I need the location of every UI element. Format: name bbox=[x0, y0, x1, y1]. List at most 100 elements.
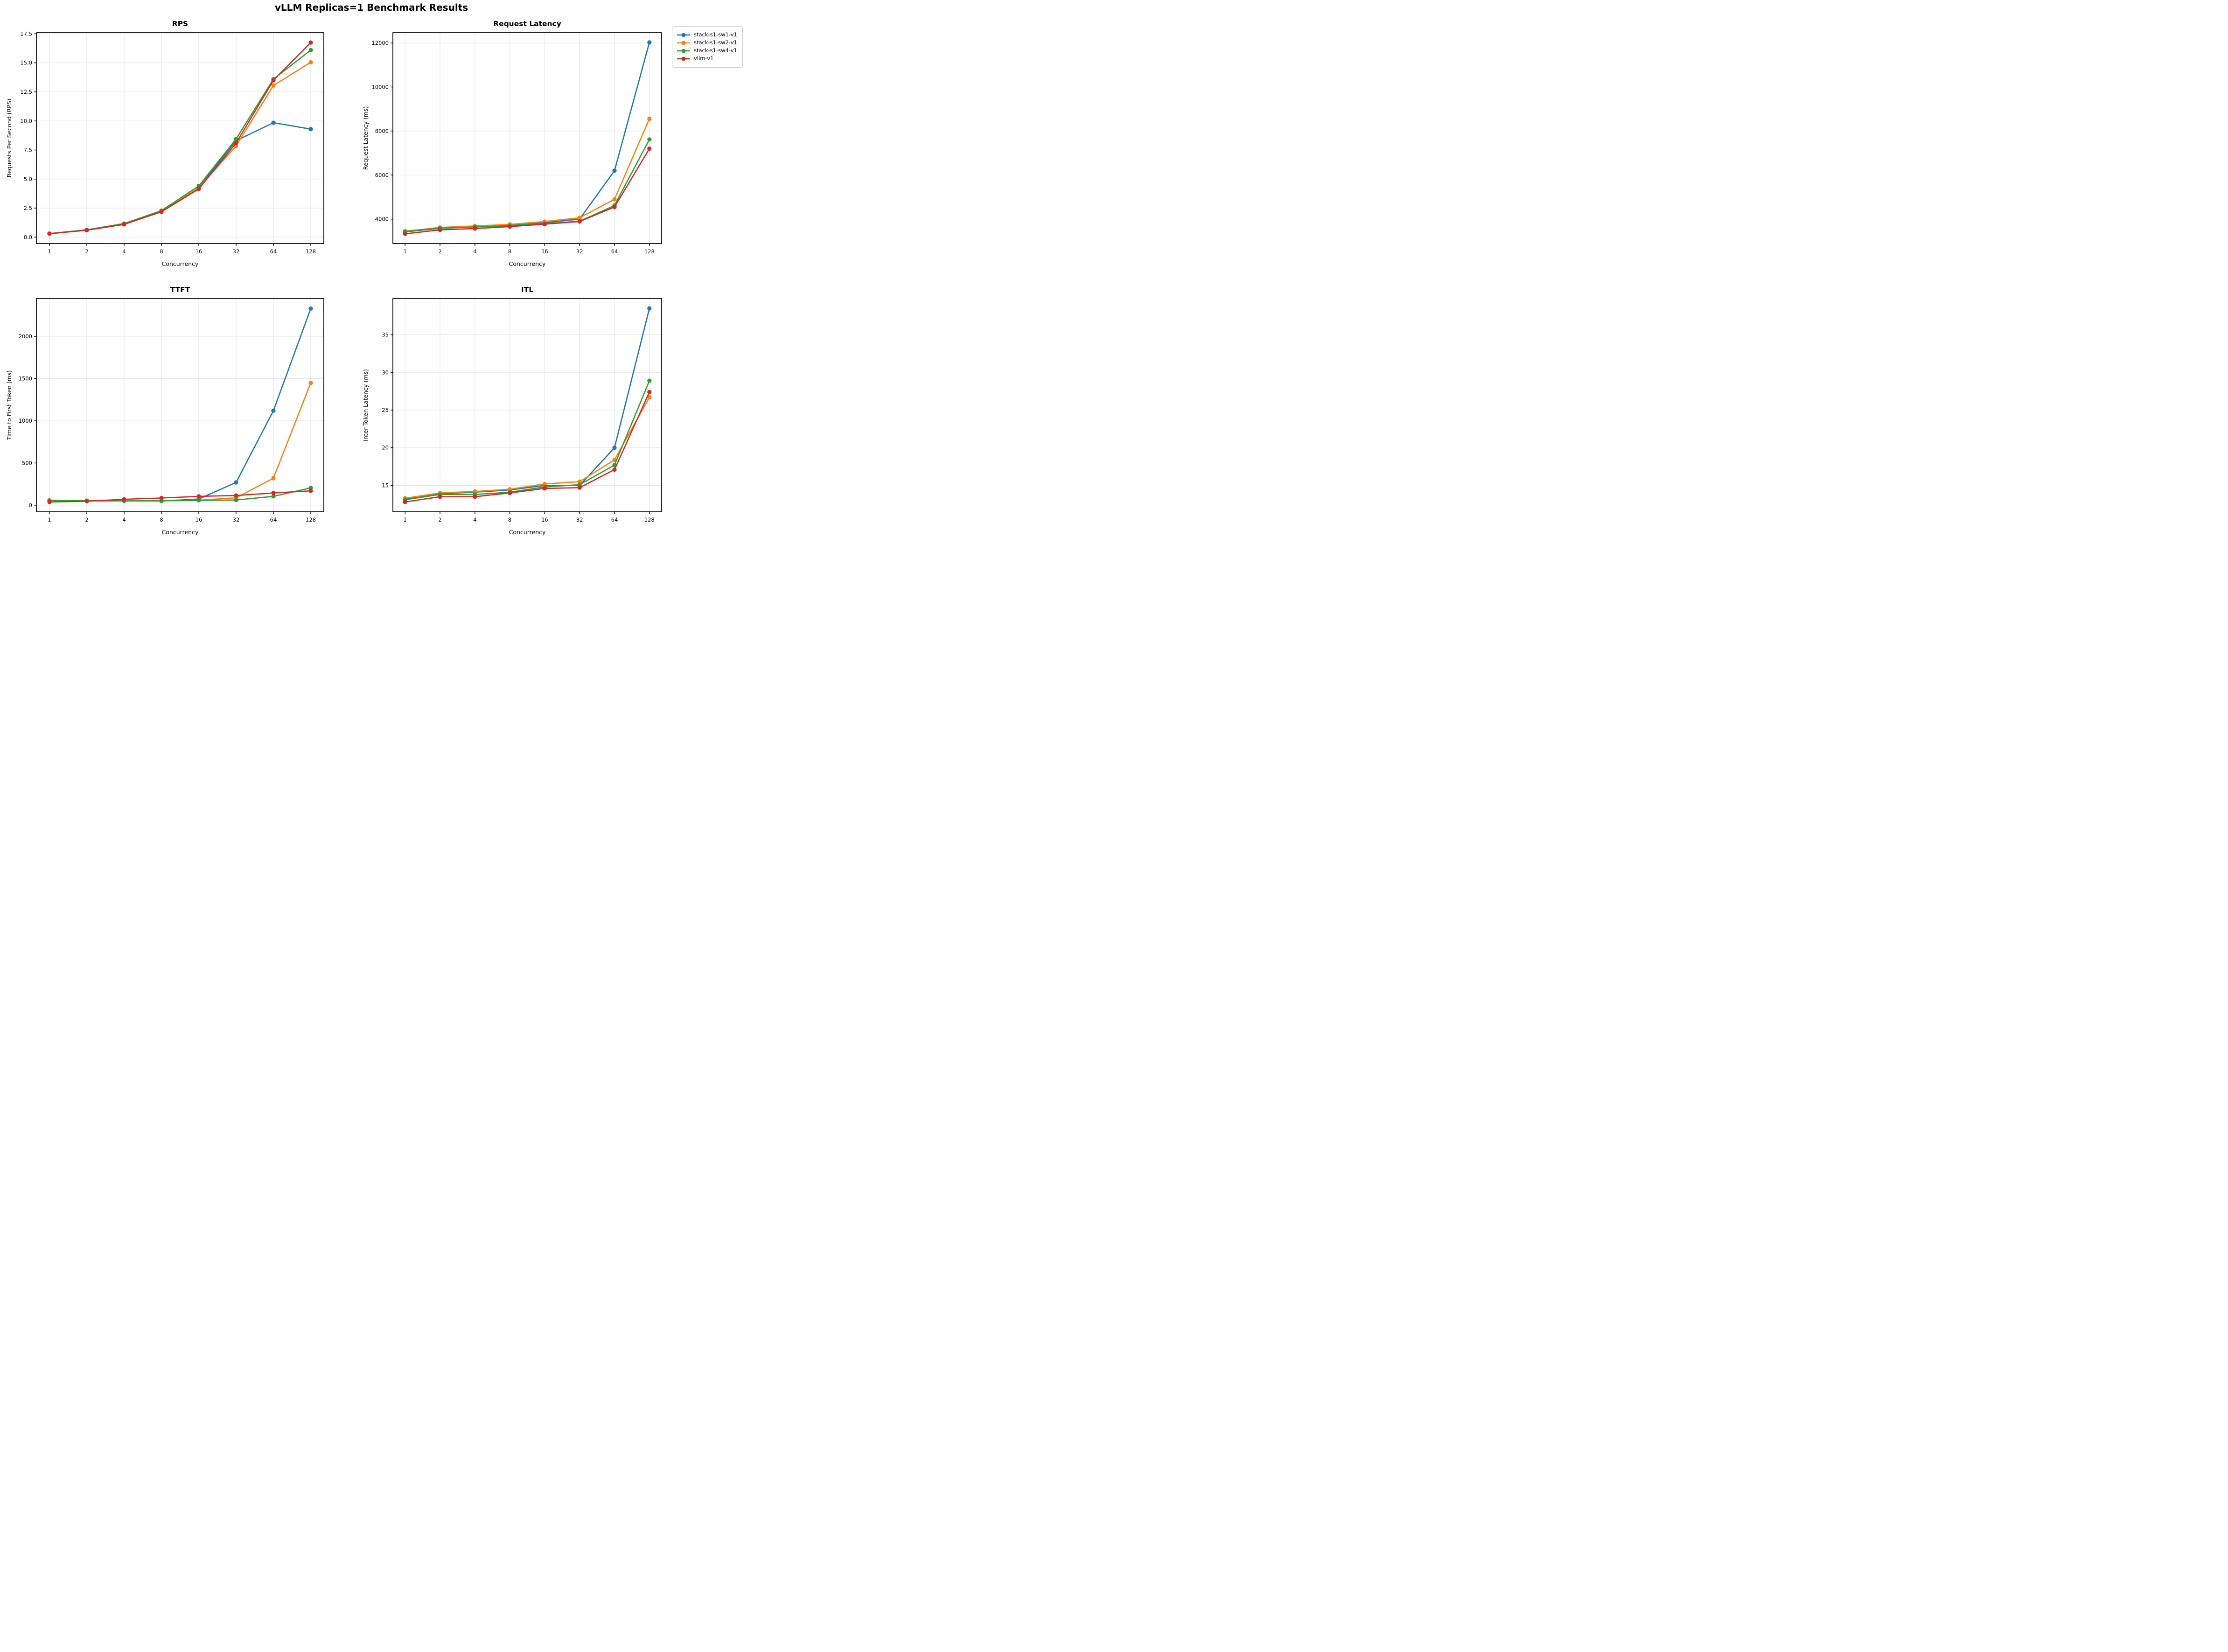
ttft-point-vllm-v1-8 bbox=[159, 495, 164, 501]
chart-ttft: 1 2 4 8 16 32 64 128 0 500 1000 1500 2000 TTFT Concurr… bbox=[4, 281, 330, 544]
ttft-ytick-500: 500 bbox=[22, 460, 32, 466]
rps-xlabel: Concurrency bbox=[162, 260, 199, 267]
latency-title: Request Latency bbox=[493, 20, 561, 28]
rps-ytick-10.0: 10.0 bbox=[20, 118, 32, 124]
latency-point-vllm-v1-16 bbox=[542, 222, 547, 227]
ttft-ylabel: Time to First Token (ms) bbox=[6, 370, 13, 440]
ttft-point-stack-s1-sw1-v1-64 bbox=[271, 408, 276, 413]
rps-ytick-15.0: 15.0 bbox=[20, 60, 32, 66]
latency-point-vllm-v1-2 bbox=[438, 228, 442, 232]
latency-ticks: 1 2 4 8 16 32 64 128 4000 6000 8000 10000 12000 bbox=[371, 40, 654, 255]
rps-ytick-12.5: 12.5 bbox=[20, 89, 32, 95]
rps-ytick-5.0: 5.0 bbox=[24, 176, 32, 182]
latency-xtick-16: 16 bbox=[541, 248, 548, 255]
itl-point-vllm-v1-128 bbox=[647, 390, 652, 394]
latency-point-stack-s1-sw1-v1-128 bbox=[647, 40, 652, 45]
latency-xlabel: Concurrency bbox=[509, 260, 546, 267]
ttft-ticks: 1 2 4 8 16 32 64 128 0 500 1000 1500 2000 bbox=[19, 333, 316, 523]
rps-xtick-1: 1 bbox=[48, 248, 51, 255]
ttft-point-vllm-v1-16 bbox=[196, 494, 201, 499]
itl-series-vllm-v1 bbox=[403, 390, 652, 504]
ttft-title: TTFT bbox=[170, 286, 190, 294]
ttft-point-stack-s1-sw4-v1-16 bbox=[196, 498, 201, 502]
itl-xtick-16: 16 bbox=[541, 516, 548, 523]
latency-xtick-4: 4 bbox=[473, 248, 476, 255]
rps-xtick-64: 64 bbox=[270, 248, 277, 255]
itl-point-stack-s1-sw4-v1-32 bbox=[577, 482, 582, 487]
latency-xtick-8: 8 bbox=[508, 248, 511, 255]
legend-item-vllm-v1: vllm-v1 bbox=[677, 56, 737, 62]
latency-ytick-10000: 10000 bbox=[371, 84, 389, 91]
legend-item-stack-s1-sw4-v1: stack-s1-sw4-v1 bbox=[677, 48, 737, 54]
rps-ytick-2.5: 2.5 bbox=[24, 205, 32, 211]
rps-xtick-2: 2 bbox=[85, 248, 88, 255]
itl-point-vllm-v1-8 bbox=[508, 491, 512, 495]
ttft-point-stack-s1-sw2-v1-64 bbox=[271, 476, 276, 481]
itl-ylabel: Inter Token Latency (ms) bbox=[362, 369, 369, 441]
rps-series-vllm-v1 bbox=[47, 40, 313, 236]
ttft-point-stack-s1-sw1-v1-32 bbox=[234, 480, 238, 485]
ttft-point-vllm-v1-1 bbox=[47, 500, 52, 504]
rps-xtick-16: 16 bbox=[196, 248, 203, 255]
rps-spines bbox=[36, 32, 324, 244]
ttft-point-vllm-v1-2 bbox=[84, 499, 89, 503]
itl-ytick-25: 25 bbox=[382, 407, 389, 413]
rps-point-vllm-v1-4 bbox=[122, 222, 126, 227]
itl-plot-area bbox=[393, 299, 662, 512]
legend-marker-icon bbox=[677, 56, 690, 61]
latency-plot-area bbox=[393, 33, 662, 244]
latency-point-stack-s1-sw2-v1-64 bbox=[612, 197, 617, 202]
rps-point-stack-s1-sw1-v1-128 bbox=[308, 127, 313, 132]
latency-point-stack-s1-sw4-v1-128 bbox=[647, 137, 652, 142]
latency-ytick-12000: 12000 bbox=[371, 40, 389, 46]
rps-point-vllm-v1-8 bbox=[159, 209, 164, 214]
rps-point-stack-s1-sw4-v1-128 bbox=[308, 48, 313, 52]
itl-xtick-4: 4 bbox=[473, 516, 476, 523]
figure: { "figure": { "suptitle": "vLLM Replicas… bbox=[0, 0, 743, 551]
latency-point-vllm-v1-32 bbox=[577, 219, 582, 224]
itl-point-stack-s1-sw2-v1-32 bbox=[577, 479, 582, 484]
legend-label: vllm-v1 bbox=[694, 55, 714, 62]
itl-xtick-8: 8 bbox=[508, 516, 511, 523]
rps-xtick-8: 8 bbox=[160, 248, 163, 255]
latency-ytick-6000: 6000 bbox=[375, 172, 389, 178]
itl-point-stack-s1-sw2-v1-4 bbox=[473, 489, 477, 494]
rps-point-vllm-v1-1 bbox=[47, 231, 52, 236]
legend-label: stack-s1-sw4-v1 bbox=[694, 47, 737, 54]
ttft-point-stack-s1-sw1-v1-128 bbox=[308, 306, 313, 311]
ttft-ytick-0: 0 bbox=[29, 502, 32, 509]
rps-ytick-17.5: 17.5 bbox=[20, 30, 32, 37]
itl-xtick-32: 32 bbox=[576, 516, 583, 523]
rps-plot-area bbox=[36, 33, 324, 244]
itl-point-vllm-v1-1 bbox=[403, 500, 407, 504]
legend-label: stack-s1-sw1-v1 bbox=[694, 31, 737, 38]
ttft-series-vllm-v1 bbox=[47, 488, 313, 504]
ttft-xtick-1: 1 bbox=[48, 516, 51, 523]
legend-marker-icon bbox=[677, 33, 690, 37]
itl-point-stack-s1-sw2-v1-128 bbox=[647, 395, 652, 400]
chart-itl: 1 2 4 8 16 32 64 128 15 20 25 30 35 ITL Concurrency Int… bbox=[360, 281, 668, 544]
legend-marker-icon bbox=[677, 41, 690, 45]
latency-point-stack-s1-sw2-v1-32 bbox=[577, 216, 582, 220]
ttft-point-vllm-v1-4 bbox=[122, 497, 126, 502]
legend-item-stack-s1-sw1-v1: stack-s1-sw1-v1 bbox=[677, 32, 737, 38]
itl-gridlines bbox=[393, 299, 662, 512]
itl-xtick-128: 128 bbox=[644, 516, 655, 523]
rps-ytick-7.5: 7.5 bbox=[24, 147, 32, 153]
itl-point-stack-s1-sw4-v1-128 bbox=[647, 378, 652, 383]
itl-title: ITL bbox=[521, 286, 533, 294]
ttft-xlabel: Concurrency bbox=[162, 529, 199, 536]
ttft-xtick-64: 64 bbox=[270, 516, 277, 523]
ttft-point-vllm-v1-32 bbox=[234, 493, 238, 498]
legend-marker-icon bbox=[677, 49, 690, 53]
rps-title: RPS bbox=[172, 20, 188, 28]
rps-point-vllm-v1-2 bbox=[84, 228, 89, 232]
latency-point-stack-s1-sw2-v1-128 bbox=[647, 116, 652, 121]
itl-point-vllm-v1-64 bbox=[612, 467, 617, 472]
latency-point-vllm-v1-64 bbox=[612, 205, 617, 209]
latency-point-vllm-v1-128 bbox=[647, 146, 652, 151]
rps-ylabel: Requests Per Second (RPS) bbox=[6, 98, 13, 177]
ttft-xtick-32: 32 bbox=[233, 516, 240, 523]
ttft-point-vllm-v1-64 bbox=[271, 491, 276, 495]
latency-ylabel: Request Latency (ms) bbox=[362, 106, 369, 170]
